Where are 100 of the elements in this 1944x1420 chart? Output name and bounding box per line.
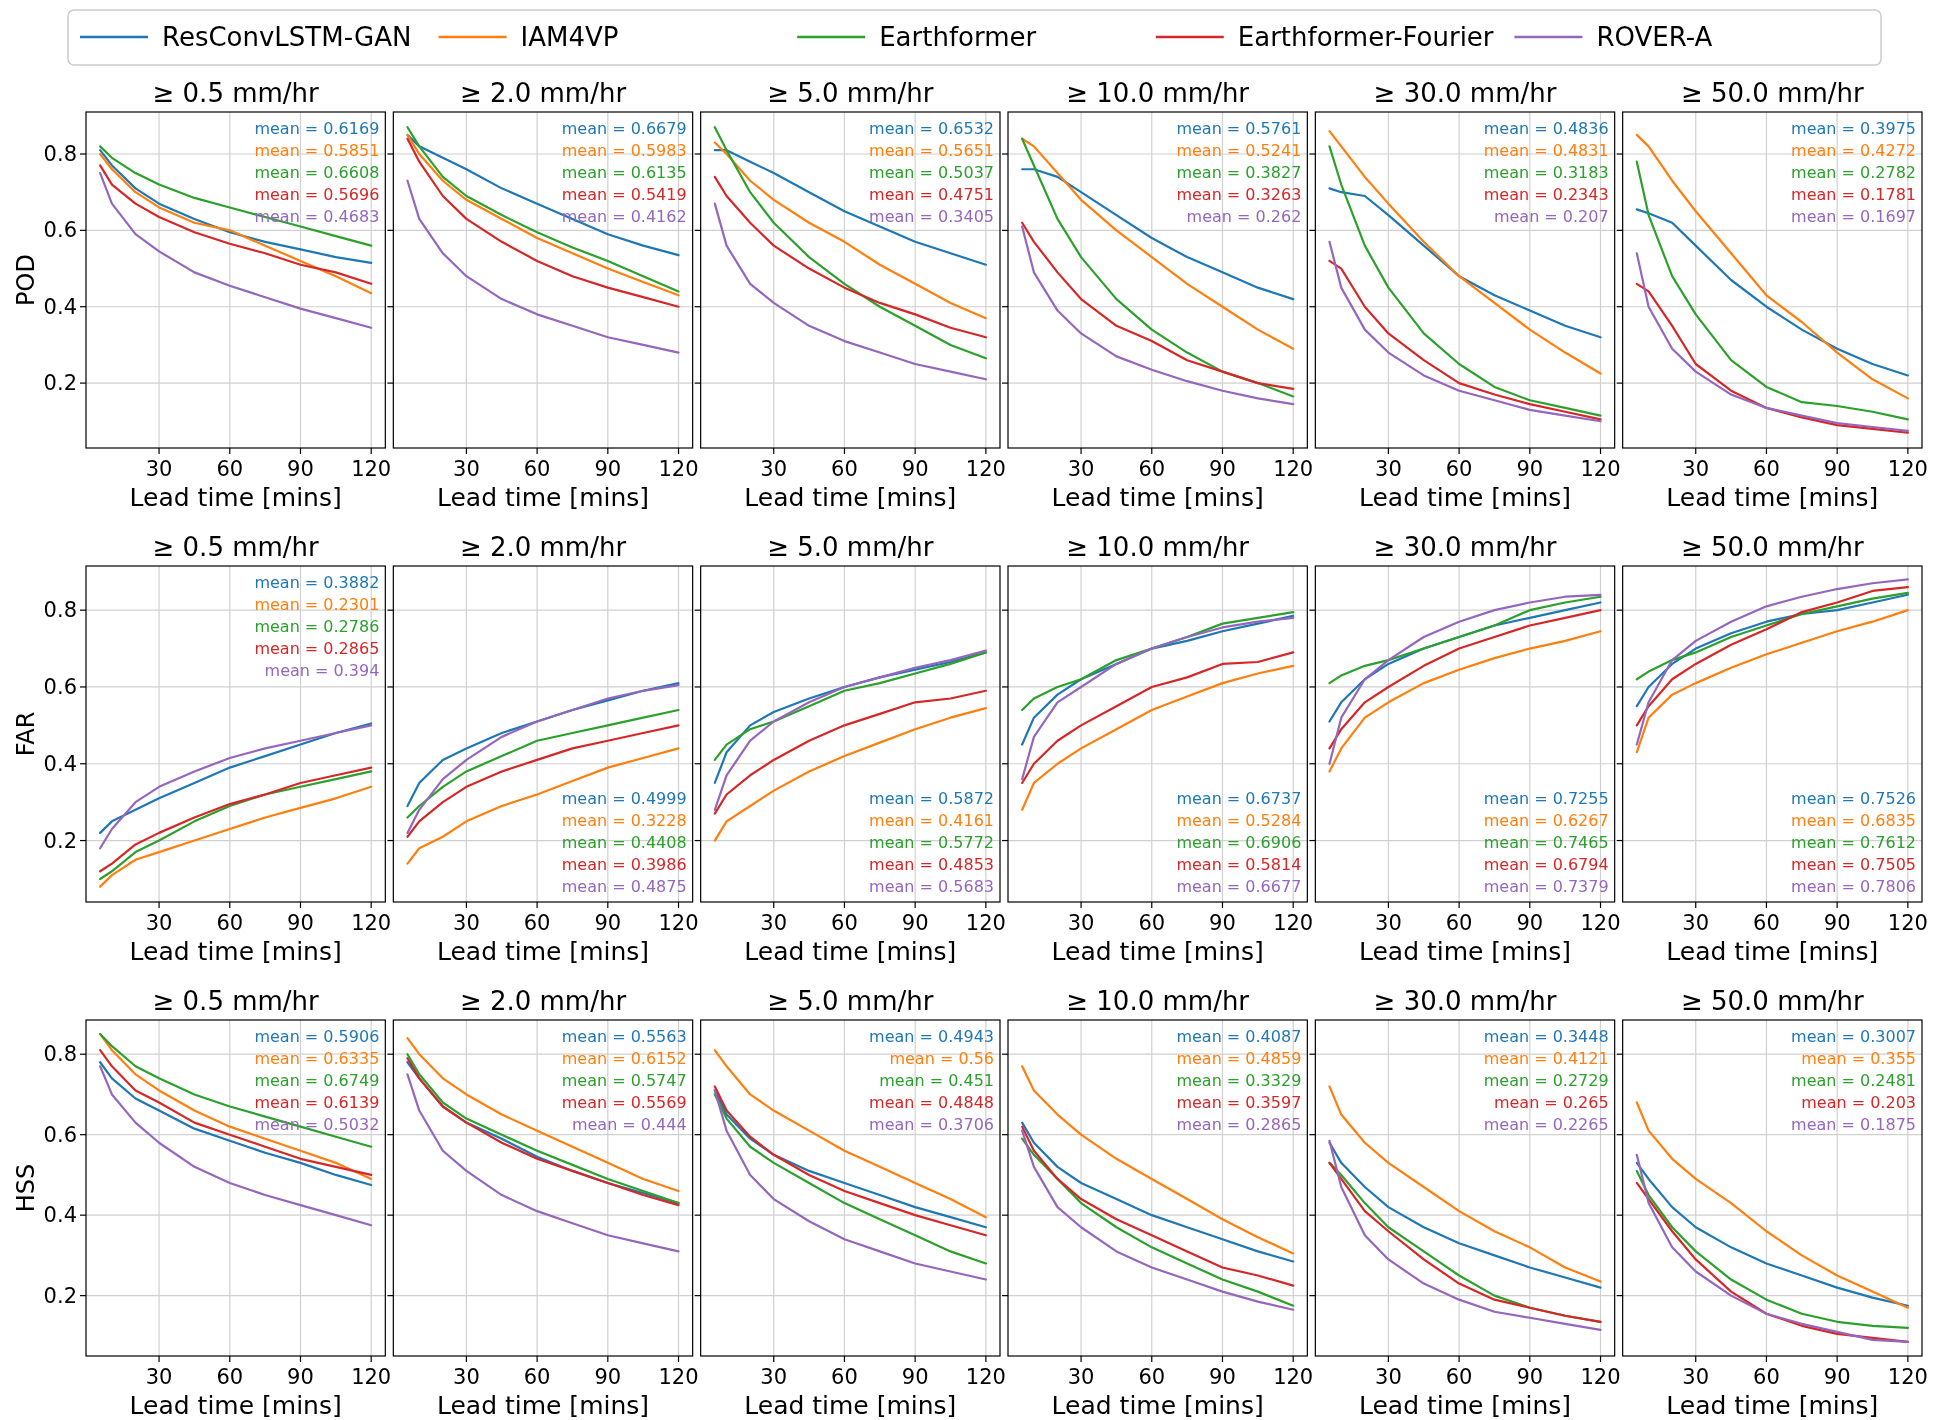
x-axis-title: Lead time [mins] xyxy=(436,483,650,512)
x-tick-label: 90 xyxy=(594,911,622,935)
annotation: mean = 0.3405 xyxy=(869,207,994,226)
x-tick-label: 30 xyxy=(1682,1365,1710,1389)
x-tick-label: 60 xyxy=(216,457,244,481)
annotation: mean = 0.2265 xyxy=(1483,1115,1609,1134)
annotation: mean = 0.6532 xyxy=(869,119,994,138)
annotation: mean = 0.2729 xyxy=(1483,1071,1609,1090)
annotation: mean = 0.4943 xyxy=(869,1027,994,1046)
annotation: mean = 0.2865 xyxy=(254,639,380,658)
y-tick-label: 0.4 xyxy=(43,294,77,319)
x-tick-label: 90 xyxy=(901,911,929,935)
annotation: mean = 0.3448 xyxy=(1483,1027,1609,1046)
y-axis-title: HSS xyxy=(12,1163,40,1213)
x-tick-label: 120 xyxy=(965,911,1006,935)
x-tick-label: 30 xyxy=(760,1365,788,1389)
y-tick-label: 0.8 xyxy=(43,1042,77,1067)
x-tick-label: 120 xyxy=(1887,457,1928,481)
x-tick-label: 120 xyxy=(1580,911,1621,935)
x-tick-label: 60 xyxy=(831,457,858,481)
legend-label: ROVER-A xyxy=(1596,22,1713,52)
annotation: mean = 0.4875 xyxy=(561,877,687,896)
x-tick-label: 120 xyxy=(965,457,1006,481)
chart-title: ≥ 5.0 mm/hr xyxy=(767,78,934,108)
annotation: mean = 0.262 xyxy=(1186,207,1302,226)
x-tick-label: 60 xyxy=(523,1365,551,1389)
x-tick-label: 90 xyxy=(1209,457,1236,481)
annotation: mean = 0.4751 xyxy=(869,185,994,204)
x-tick-label: 30 xyxy=(453,457,480,481)
chart-title: ≥ 30.0 mm/hr xyxy=(1373,532,1557,562)
y-tick-label: 0.8 xyxy=(43,598,77,623)
x-tick-label: 90 xyxy=(1823,1365,1851,1389)
annotation: mean = 0.2301 xyxy=(254,595,380,614)
x-axis-title: Lead time [mins] xyxy=(744,937,957,966)
annotation: mean = 0.6835 xyxy=(1791,811,1916,830)
annotation: mean = 0.2865 xyxy=(1176,1115,1302,1134)
annotation: mean = 0.4408 xyxy=(561,833,687,852)
annotation: mean = 0.7379 xyxy=(1483,877,1609,896)
annotation: mean = 0.6135 xyxy=(561,163,687,182)
x-tick-label: 120 xyxy=(1580,457,1621,481)
annotation: mean = 0.3827 xyxy=(1176,163,1302,182)
x-tick-label: 30 xyxy=(145,457,173,481)
x-axis-title: Lead time [mins] xyxy=(1666,1391,1879,1420)
x-tick-label: 30 xyxy=(1067,1365,1095,1389)
y-axis-title: POD xyxy=(12,254,40,306)
annotation: mean = 0.6794 xyxy=(1483,855,1609,874)
x-tick-label: 30 xyxy=(760,457,788,481)
y-tick-label: 0.4 xyxy=(43,751,77,776)
annotation: mean = 0.7505 xyxy=(1791,855,1916,874)
annotation: mean = 0.6906 xyxy=(1176,833,1302,852)
annotation: mean = 0.6169 xyxy=(254,119,380,138)
x-tick-label: 120 xyxy=(658,457,699,481)
annotation: mean = 0.3228 xyxy=(561,811,687,830)
y-tick-label: 0.4 xyxy=(43,1203,77,1228)
x-tick-label: 30 xyxy=(760,911,788,935)
chart-title: ≥ 5.0 mm/hr xyxy=(767,986,934,1016)
annotation: mean = 0.5761 xyxy=(1176,119,1302,138)
x-tick-label: 120 xyxy=(1273,911,1314,935)
x-tick-label: 60 xyxy=(216,911,244,935)
chart-title: ≥ 10.0 mm/hr xyxy=(1066,532,1250,562)
x-tick-label: 60 xyxy=(1445,457,1473,481)
annotation: mean = 0.1875 xyxy=(1791,1115,1916,1134)
x-tick-label: 90 xyxy=(901,457,929,481)
y-tick-label: 0.2 xyxy=(43,828,77,853)
annotation: mean = 0.3882 xyxy=(254,573,380,592)
y-tick-label: 0.2 xyxy=(43,371,77,396)
x-tick-label: 90 xyxy=(1516,911,1544,935)
annotation: mean = 0.6677 xyxy=(1176,877,1302,896)
x-axis-title: Lead time [mins] xyxy=(1051,483,1264,512)
annotation: mean = 0.5772 xyxy=(869,833,994,852)
y-tick-label: 0.6 xyxy=(43,674,77,699)
x-tick-label: 30 xyxy=(145,911,173,935)
chart-title: ≥ 0.5 mm/hr xyxy=(152,986,320,1016)
annotation: mean = 0.4831 xyxy=(1483,141,1609,160)
x-tick-label: 120 xyxy=(965,1365,1006,1389)
annotation: mean = 0.5032 xyxy=(254,1115,380,1134)
x-tick-label: 90 xyxy=(1209,1365,1236,1389)
chart-title: ≥ 5.0 mm/hr xyxy=(767,532,934,562)
x-tick-label: 120 xyxy=(351,911,392,935)
x-tick-label: 60 xyxy=(1138,911,1166,935)
x-tick-label: 90 xyxy=(594,1365,622,1389)
chart-title: ≥ 0.5 mm/hr xyxy=(152,78,320,108)
annotation: mean = 0.4272 xyxy=(1791,141,1916,160)
annotation: mean = 0.5683 xyxy=(869,877,994,896)
x-tick-label: 90 xyxy=(1823,457,1851,481)
x-axis-title: Lead time [mins] xyxy=(436,1391,650,1420)
x-axis-title: Lead time [mins] xyxy=(129,483,342,512)
chart-title: ≥ 50.0 mm/hr xyxy=(1680,78,1865,108)
annotation: mean = 0.7526 xyxy=(1791,789,1916,808)
annotation: mean = 0.4161 xyxy=(869,811,994,830)
annotation: mean = 0.444 xyxy=(571,1115,687,1134)
annotation: mean = 0.5696 xyxy=(254,185,380,204)
x-axis-title: Lead time [mins] xyxy=(436,937,650,966)
annotation: mean = 0.5241 xyxy=(1176,141,1302,160)
x-tick-label: 90 xyxy=(1209,911,1236,935)
x-tick-label: 90 xyxy=(287,457,314,481)
annotation: mean = 0.4853 xyxy=(869,855,994,874)
x-axis-title: Lead time [mins] xyxy=(1051,937,1264,966)
annotation: mean = 0.5563 xyxy=(561,1027,687,1046)
annotation: mean = 0.355 xyxy=(1801,1049,1916,1068)
